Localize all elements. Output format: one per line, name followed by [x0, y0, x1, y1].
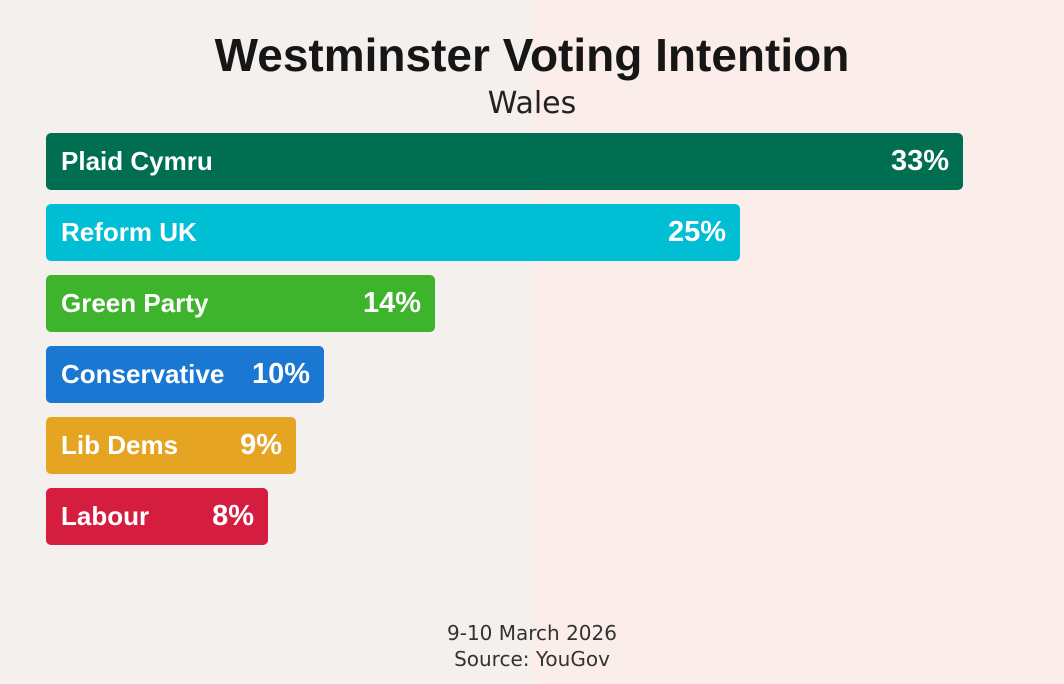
poll-source: Source: YouGov: [454, 647, 610, 671]
bar-label: Labour: [61, 501, 150, 531]
bar-value-label: 10%: [251, 358, 310, 390]
background-left: [0, 0, 532, 684]
bar-lib-dems: Lib Dems 9%: [46, 417, 296, 474]
bar-value-label: 9%: [240, 429, 282, 461]
bar-plaid-cymru: Plaid Cymru 33%: [46, 133, 963, 190]
bar-chart: Plaid Cymru 33% Reform UK 25% Green Party 14%…: [46, 133, 1046, 553]
background-right: [532, 0, 1064, 684]
bar-green-party: Green Party 14%: [46, 275, 435, 332]
bar-reform-uk: Reform UK 25%: [46, 204, 740, 261]
bar-value-label: 25%: [667, 216, 726, 248]
bar-label: Plaid Cymru: [61, 146, 213, 176]
bar-value-label: 33%: [890, 145, 949, 177]
bar-label: Lib Dems: [61, 430, 179, 460]
bar-value-label: 14%: [362, 287, 421, 319]
bar-labour: Labour 8%: [46, 488, 268, 545]
bar-conservative: Conservative 10%: [46, 346, 324, 403]
bar-label: Conservative: [61, 359, 225, 389]
poll-date: 9-10 March 2026: [447, 621, 617, 645]
chart-title: Westminster Voting Intention: [214, 29, 850, 81]
bar-label: Green Party: [61, 288, 209, 318]
chart-subtitle: Wales: [487, 86, 577, 121]
bar-label: Reform UK: [61, 217, 197, 247]
bar-value-label: 8%: [212, 500, 254, 532]
